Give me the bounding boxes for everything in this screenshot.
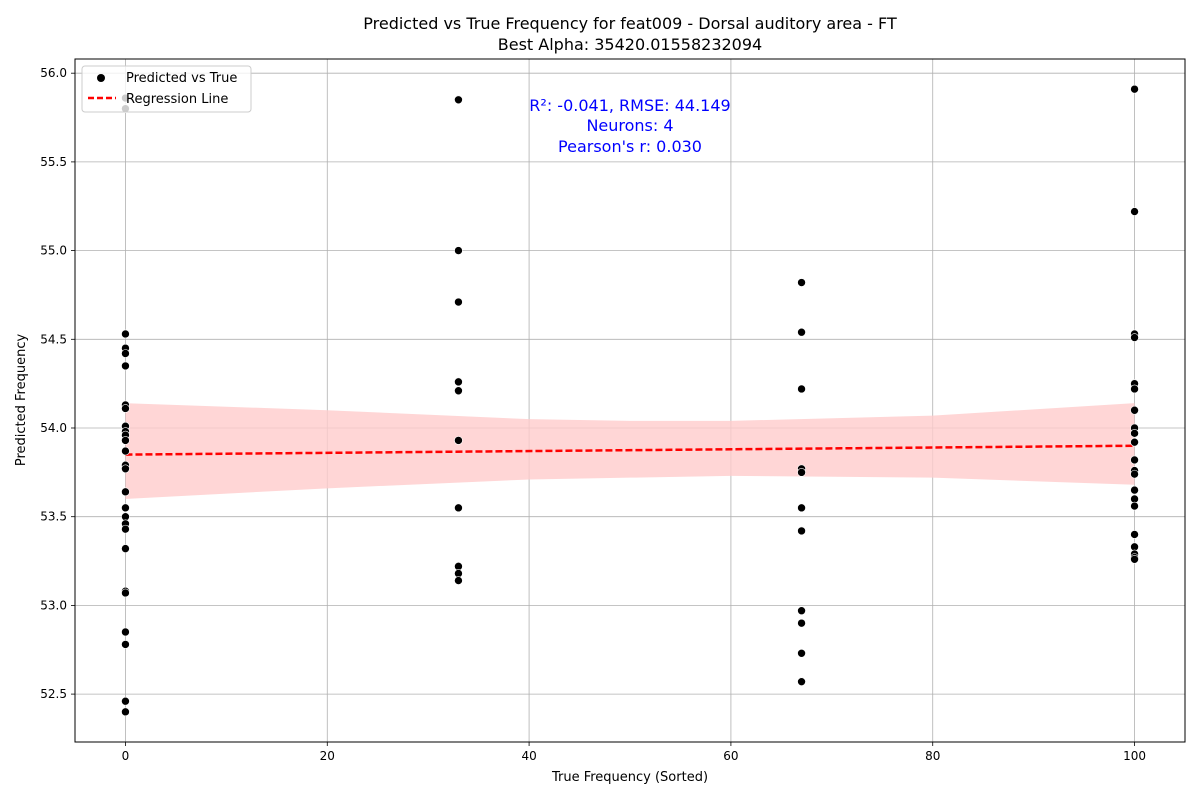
x-tick-label: 100 xyxy=(1123,749,1146,763)
plot-area-frame xyxy=(74,58,1186,743)
x-tick-label: 60 xyxy=(723,749,738,763)
legend-label-points: Predicted vs True xyxy=(126,71,237,86)
data-point xyxy=(797,526,806,536)
data-point xyxy=(797,384,806,394)
regression-line xyxy=(125,444,1135,456)
data-point xyxy=(121,696,130,706)
data-point xyxy=(797,618,806,628)
regression-line-group xyxy=(125,444,1135,456)
data-point xyxy=(797,468,806,477)
legend-box xyxy=(81,65,252,113)
data-point xyxy=(121,361,130,371)
data-point xyxy=(454,576,463,585)
data-point xyxy=(121,707,130,717)
data-point xyxy=(454,377,463,387)
data-point xyxy=(121,503,130,513)
annotation-line-pearson: Pearson's r: 0.030 xyxy=(558,137,702,156)
data-point xyxy=(1130,455,1139,465)
data-point xyxy=(121,446,130,456)
chart-title: Predicted vs True Frequency for feat009 … xyxy=(363,14,897,33)
x-tick-label: 40 xyxy=(521,749,536,763)
y-tick-label: 53.0 xyxy=(40,598,67,612)
data-point xyxy=(1130,405,1139,415)
y-tick-label: 52.5 xyxy=(40,687,67,701)
data-point xyxy=(1130,429,1139,438)
data-point xyxy=(1130,485,1139,495)
legend-marker-points xyxy=(97,74,105,82)
axis-ticks: 0 20 40 60 80 100 52.5 53.0 53.5 54.0 54.5 55.0 55.5… xyxy=(40,66,1146,763)
data-point xyxy=(1130,530,1139,539)
data-point xyxy=(121,627,130,637)
x-tick-label: 0 xyxy=(122,749,130,763)
annotation-line-neurons: Neurons: 4 xyxy=(586,116,673,135)
data-point xyxy=(454,246,463,255)
data-point xyxy=(454,386,463,396)
data-point xyxy=(454,436,463,445)
y-axis-label: Predicted Frequency xyxy=(14,334,29,467)
data-point xyxy=(121,640,130,649)
x-tick-label: 20 xyxy=(320,749,335,763)
y-tick-label: 54.5 xyxy=(40,332,67,346)
data-point xyxy=(121,524,130,534)
data-point xyxy=(797,606,806,616)
data-point xyxy=(1130,554,1139,564)
data-point xyxy=(121,588,130,598)
data-point xyxy=(1130,333,1139,342)
data-point xyxy=(121,349,130,358)
legend: Predicted vs True Regression Line xyxy=(81,65,252,113)
stats-annotation: R²: -0.041, RMSE: 44.149 Neurons: 4 Pear… xyxy=(529,96,730,156)
data-point xyxy=(797,677,806,686)
grid xyxy=(75,59,1185,742)
data-point xyxy=(121,487,130,497)
data-point xyxy=(454,95,463,105)
data-point xyxy=(121,544,130,553)
data-point xyxy=(1130,501,1139,511)
annotation-line-r2-rmse: R²: -0.041, RMSE: 44.149 xyxy=(529,96,730,115)
y-tick-label: 54.0 xyxy=(40,421,67,435)
data-point xyxy=(121,436,130,445)
data-point xyxy=(797,503,806,513)
data-point xyxy=(797,278,806,287)
data-point xyxy=(797,327,806,337)
x-tick-label: 80 xyxy=(925,749,940,763)
data-point xyxy=(121,404,130,413)
scatter-points xyxy=(121,84,1139,717)
data-point xyxy=(454,297,463,307)
y-tick-label: 56.0 xyxy=(40,66,67,80)
data-point xyxy=(121,329,130,339)
y-tick-label: 53.5 xyxy=(40,510,67,524)
chart-subtitle: Best Alpha: 35420.01558232094 xyxy=(498,35,762,54)
data-point xyxy=(1130,437,1139,447)
y-tick-label: 55.5 xyxy=(40,155,67,169)
data-point xyxy=(1130,84,1139,94)
y-tick-label: 55.0 xyxy=(40,244,67,258)
data-point xyxy=(797,648,806,658)
data-point xyxy=(1130,469,1139,479)
data-point xyxy=(121,464,130,474)
x-axis-label: True Frequency (Sorted) xyxy=(551,770,708,785)
data-point xyxy=(1130,207,1139,216)
data-point xyxy=(454,503,463,513)
data-point xyxy=(1130,384,1139,394)
legend-label-line: Regression Line xyxy=(126,92,228,107)
